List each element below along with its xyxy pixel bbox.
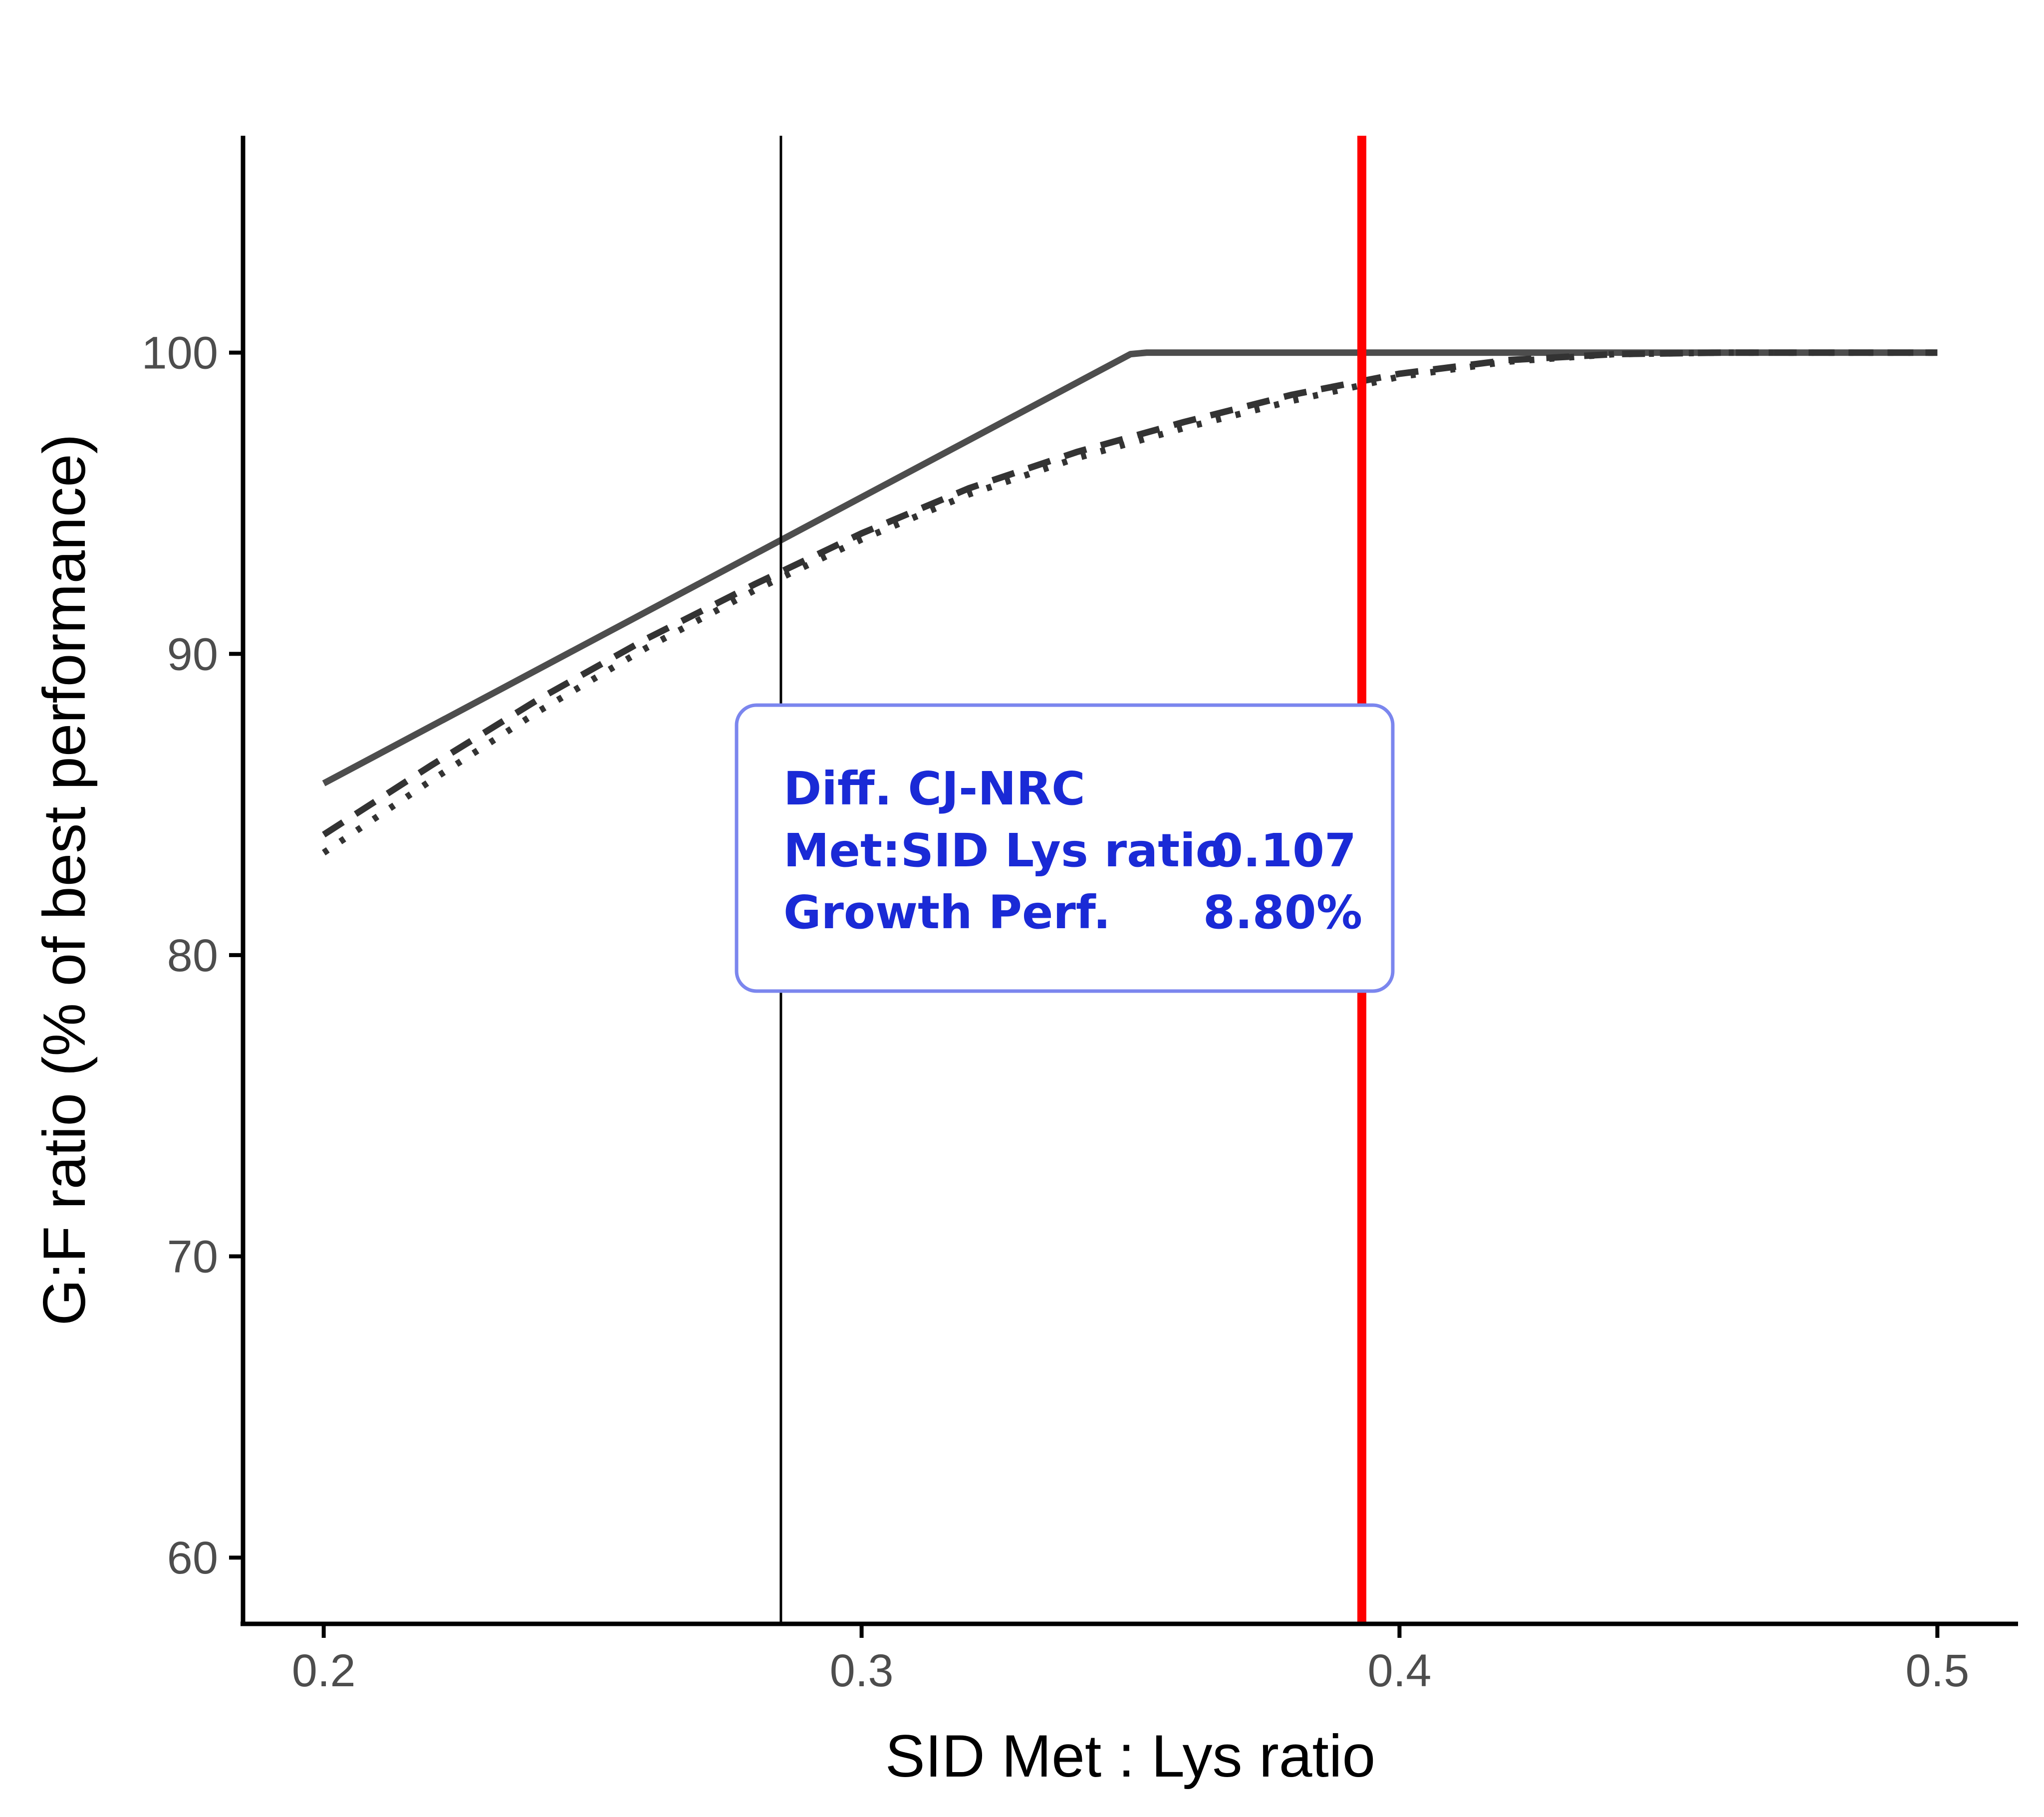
x-tick-label: 0.4 [1367,1645,1431,1696]
y-tick-label: 100 [142,328,219,379]
series-layer [322,349,1938,856]
x-tick-label: 0.2 [292,1645,356,1696]
annotation-row2-label: Growth Perf. [783,886,1111,939]
y-tick-label: 90 [167,629,218,680]
annotation-box: Diff. CJ-NRC Met:SID Lys ratio 0.107 Gro… [735,703,1395,993]
y-tick-label: 70 [167,1232,218,1283]
y-tick-label: 80 [167,930,218,981]
x-tick-label: 0.3 [830,1645,894,1696]
series-line-solid [322,349,1938,786]
y-tick-label: 60 [167,1533,218,1583]
annotation-row1-label: Met:SID Lys ratio [783,824,1227,877]
x-axis-title: SID Met : Lys ratio [885,1723,1376,1790]
annotation-frame [735,703,1395,993]
series-line-dotted [322,349,1938,856]
x-ticks: 0.2 0.3 0.4 0.5 [292,1624,1969,1696]
x-tick-label: 0.5 [1905,1645,1969,1696]
annotation-row2-value: 8.80% [1203,886,1362,939]
series-line-dashed [322,349,1938,837]
annotation-row1-value: 0.107 [1211,824,1356,877]
y-ticks: 60 70 80 90 100 [142,328,243,1583]
annotation-title: Diff. CJ-NRC [783,762,1085,815]
y-axis-title: G:F ratio (% of best performance) [31,434,98,1325]
